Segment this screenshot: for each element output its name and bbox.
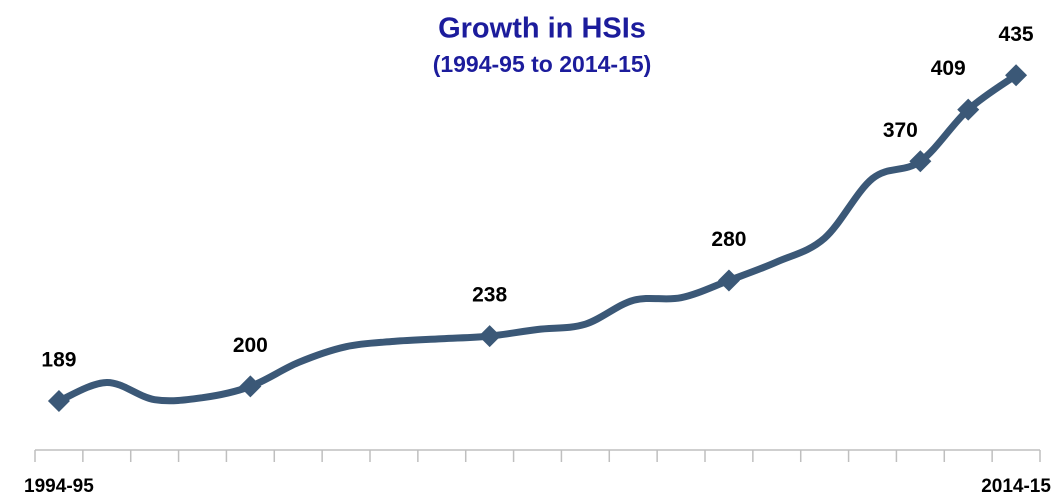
data-line bbox=[55, 71, 1020, 405]
data-point bbox=[47, 389, 70, 412]
data-point bbox=[239, 375, 262, 398]
data-point bbox=[957, 98, 980, 121]
chart-subtitle: (1994-95 to 2014-15) bbox=[433, 51, 652, 77]
data-label: 280 bbox=[711, 228, 746, 251]
data-label: 238 bbox=[472, 284, 507, 307]
data-point bbox=[1005, 64, 1028, 87]
data-point bbox=[909, 150, 932, 173]
chart-title: Growth in HSIs bbox=[438, 13, 646, 45]
data-point bbox=[717, 269, 740, 292]
data-label: 435 bbox=[999, 23, 1034, 46]
data-label: 189 bbox=[41, 349, 76, 372]
data-point bbox=[478, 325, 501, 348]
data-label: 200 bbox=[233, 334, 268, 357]
data-label: 409 bbox=[931, 57, 966, 80]
x-tick-label: 1994-95 bbox=[24, 476, 94, 497]
x-tick-label: 2014-15 bbox=[981, 476, 1051, 497]
data-label: 370 bbox=[883, 119, 918, 142]
